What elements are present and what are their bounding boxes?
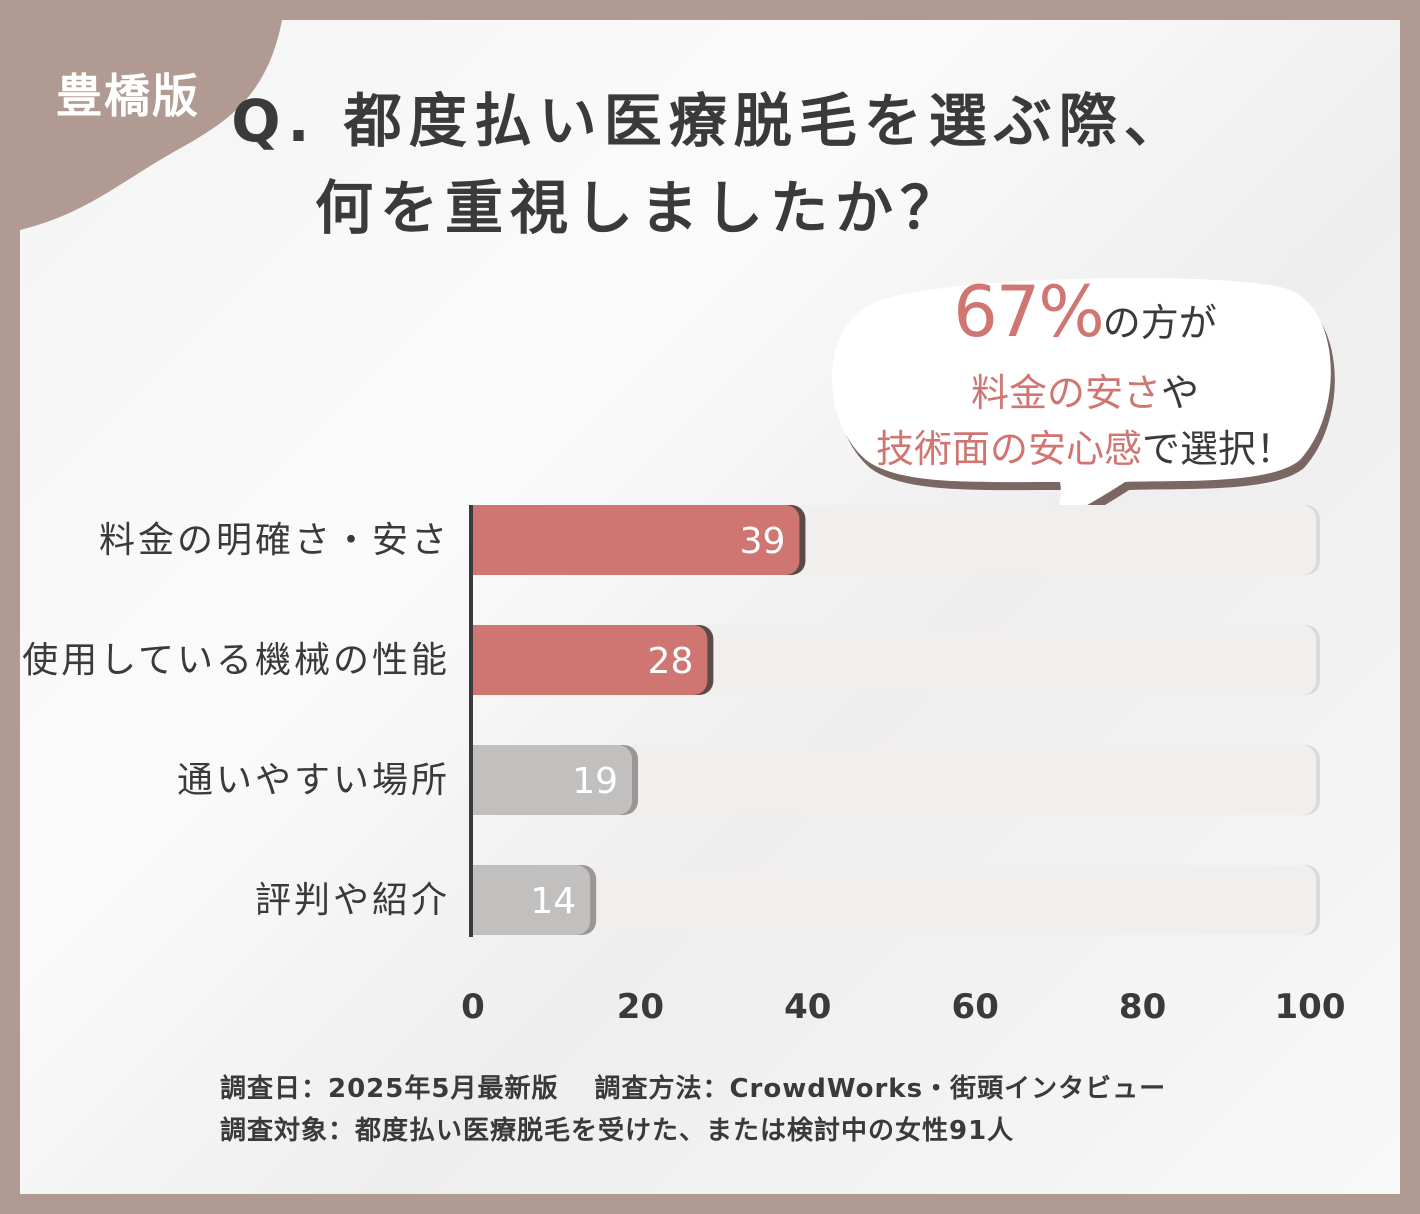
x-tick-label: 40 [784, 987, 831, 1027]
bar-left-square [473, 865, 487, 935]
bar [473, 625, 708, 695]
bar-value-label: 19 [572, 761, 618, 802]
category-label: 評判や紹介 [255, 880, 450, 921]
region-badge: 豊橋版 [56, 69, 200, 123]
category-label: 料金の明確さ・安さ [99, 520, 450, 561]
bar-left-square [473, 745, 487, 815]
callout-line-1: 67%の方が [835, 270, 1335, 365]
callout-percent: 67% [953, 271, 1105, 353]
x-tick-label: 60 [952, 987, 999, 1027]
bar-value-label: 39 [740, 521, 786, 562]
footer-line-1: 調査日：2025年5月最新版 調査方法：CrowdWorks・街頭インタビュー [220, 1068, 1166, 1110]
region-badge-background [20, 20, 282, 230]
callout-line-1-suffix: の方が [1102, 301, 1217, 345]
x-tick-label: 100 [1275, 987, 1346, 1027]
question-title: Q. 都度払い医療脱毛を選ぶ際、 何を重視しましたか？ [0, 78, 1420, 252]
x-tick-label: 80 [1119, 987, 1166, 1027]
survey-date: 調査日：2025年5月最新版 [220, 1074, 559, 1104]
x-tick-label: 0 [461, 987, 485, 1027]
callout-price-accent: 料金の安さ [970, 371, 1161, 415]
speech-bubble [831, 278, 1335, 560]
bar [473, 505, 800, 575]
survey-target: 調査対象：都度払い医療脱毛を受けた、または検討中の女性91人 [220, 1116, 1015, 1146]
category-label: 使用している機械の性能 [22, 640, 450, 681]
callout-line-2-suffix: や [1161, 371, 1200, 415]
callout-line-3: 技術面の安心感で選択！ [835, 421, 1335, 477]
category-label: 通いやすい場所 [177, 760, 450, 801]
title-line-1: Q. 都度払い医療脱毛を選ぶ際、 [231, 87, 1189, 155]
x-tick-label: 20 [617, 987, 664, 1027]
infographic-card: 豊橋版 [20, 20, 1400, 1194]
callout-tech-accent: 技術面の安心感 [875, 427, 1142, 471]
title-line-2: 何を重視しましたか？ [314, 174, 965, 242]
bar-chart: 39 料金の明確さ・安さ 28 使用している機械の性能 19 通いやすい場所 14 評判や紹介… [22, 505, 1346, 1027]
callout-line-3-suffix: で選択！ [1142, 427, 1295, 471]
bar-left-square [473, 505, 487, 575]
callout-text: 67%の方が 料金の安さや 技術面の安心感で選択！ [835, 270, 1335, 477]
bar-left-square [473, 625, 487, 695]
survey-footer: 調査日：2025年5月最新版 調査方法：CrowdWorks・街頭インタビュー 調… [220, 1068, 1166, 1152]
callout-line-2: 料金の安さや [835, 365, 1335, 421]
bar [473, 745, 633, 815]
survey-method: 調査方法：CrowdWorks・街頭インタビュー [594, 1074, 1167, 1104]
bar-track [473, 745, 1316, 815]
bar-track [473, 865, 1316, 935]
bar-value-label: 14 [530, 881, 576, 922]
bar-value-label: 28 [648, 641, 694, 682]
bar [473, 865, 591, 935]
